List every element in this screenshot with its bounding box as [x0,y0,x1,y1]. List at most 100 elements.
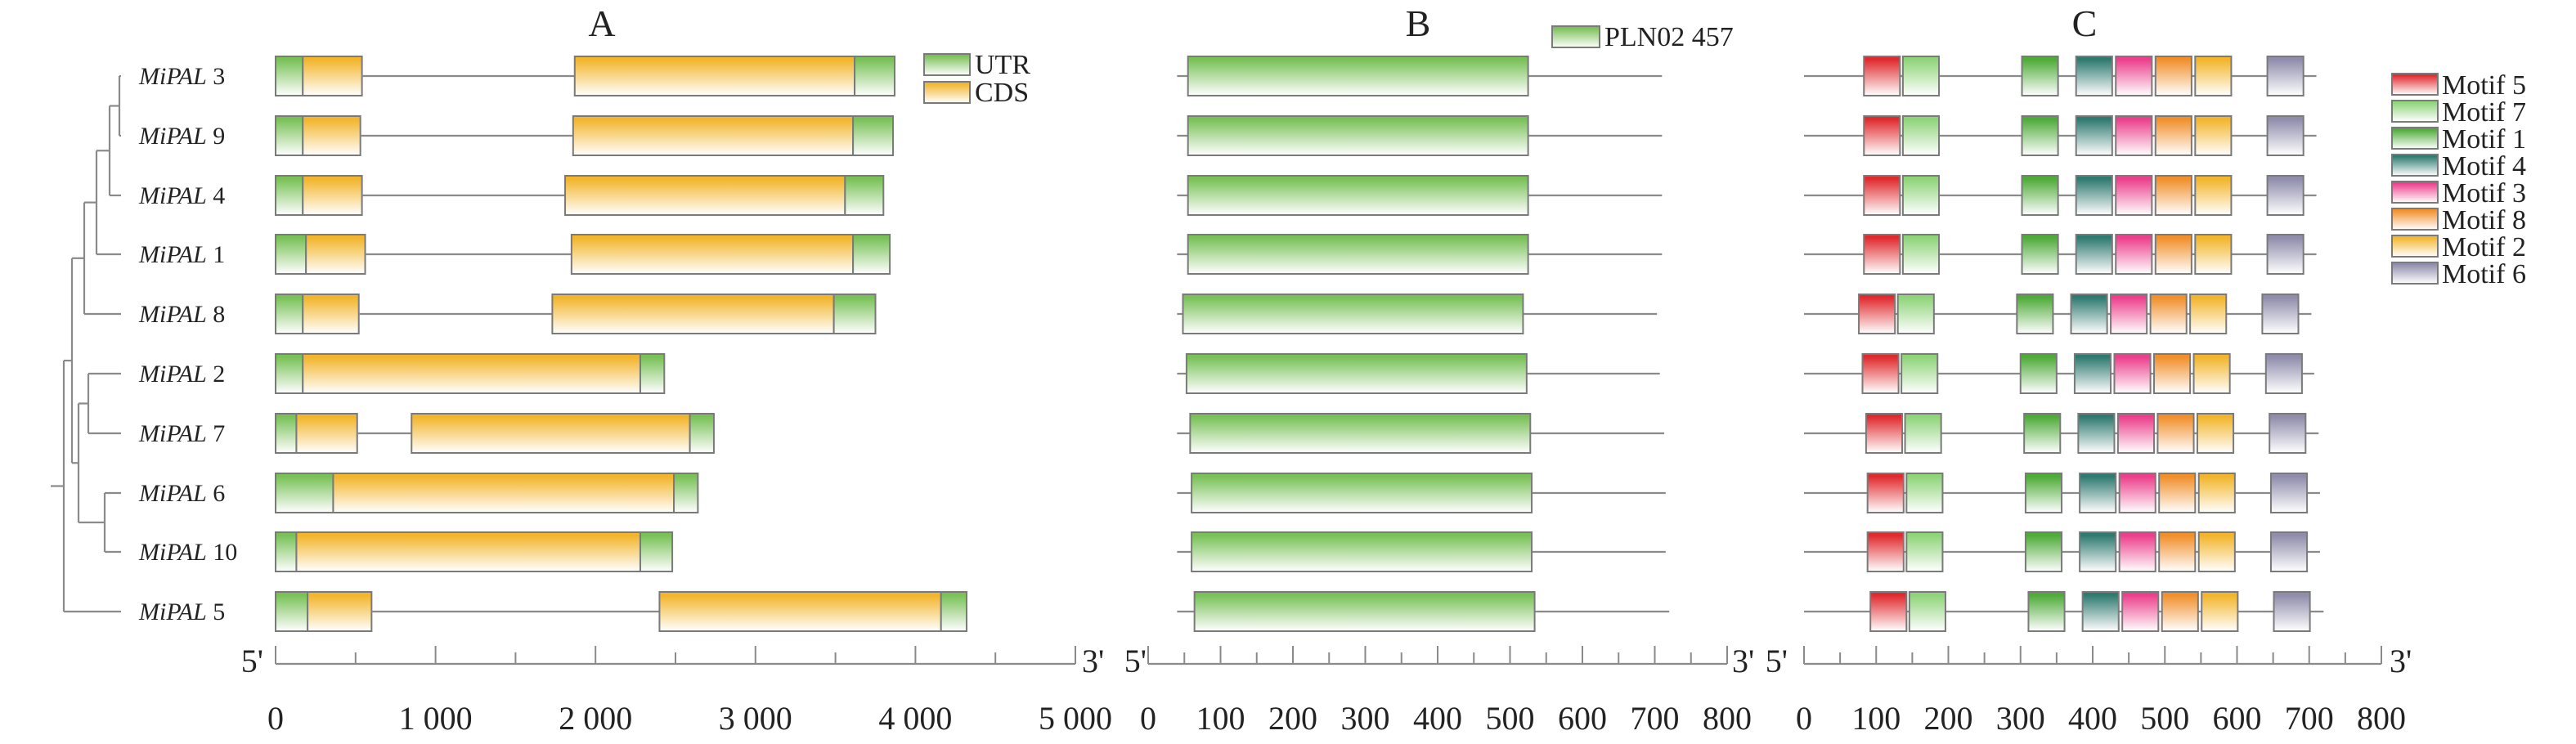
tick-label: 300 [1341,700,1390,737]
gene-label-1: MiPAL 1 [138,241,225,268]
svg-text:Motif 3: Motif 3 [2442,178,2526,208]
motif-3-box [2115,115,2153,156]
tick-label: 600 [1558,700,1607,737]
motif-row-4 [1804,175,2317,216]
motif-5-box [1866,531,1905,572]
motif-2-box [2194,115,2233,156]
legend-motif-3: Motif 3 [2391,178,2526,208]
motif-4-box [2075,56,2113,96]
pln-domain [1187,234,1529,275]
svg-text:Motif 8: Motif 8 [2442,205,2526,235]
motif-8-box [2154,115,2192,156]
tick-label: 600 [2213,700,2262,737]
motif-row-7 [1804,413,2319,454]
motif-5-box [1865,413,1904,454]
motif-row-3 [1804,56,2317,96]
motif-6-box [2261,294,2300,334]
motif-1-box [2021,56,2059,96]
gene-structure-row-9 [275,115,895,156]
motif-8-box [2149,294,2188,334]
gene-structure-row-10 [275,531,674,572]
motif-5-box [1863,56,1901,96]
legend-motif-8: Motif 8 [2391,205,2526,235]
utr-segment [275,175,304,216]
cds-segment [570,234,855,275]
gene-structure-row-2 [275,353,666,394]
gene-label-7: MiPAL 7 [138,420,225,447]
tick-label: 3 000 [719,700,792,737]
motif-2-box [2194,56,2233,96]
utr-segment [854,56,895,96]
motif-row-1 [1804,234,2317,275]
motif-4-box [2073,353,2112,394]
motif-3-box [2110,294,2148,334]
motif-5-box [1863,175,1901,216]
utr-segment [940,591,967,632]
tick-label: 700 [2285,700,2334,737]
svg-text:Motif 6: Motif 6 [2442,259,2526,289]
svg-text:UTR: UTR [975,50,1030,80]
motif-3-box [2113,353,2152,394]
legend-utr: UTR [923,50,1030,80]
gene-label-4: MiPAL 4 [138,182,225,209]
motif-8-box [2161,591,2199,632]
cds-segment [302,115,361,156]
motif-1-box [2024,531,2063,572]
tick-label: 100 [1196,700,1245,737]
domain-row-2 [1177,353,1660,394]
legend-motif-6: Motif 6 [2391,259,2526,289]
motif-3-box [2116,413,2156,454]
svg-text:Motif 2: Motif 2 [2442,232,2526,262]
gene-structure-row-5 [275,591,967,632]
cds-segment [411,413,691,454]
motif-row-9 [1804,115,2317,156]
tick-label: 700 [1631,700,1680,737]
motif-5-box [1866,473,1905,513]
motif-8-box [2153,353,2192,394]
motif-3-box [2118,531,2156,572]
svg-text:Motif 1: Motif 1 [2442,124,2526,155]
motif-5-box [1863,115,1901,156]
motif-7-box [1901,115,1941,156]
panel-a-axis: 0 1 000 2 000 3 000 4 000 5 000 5' 3' [241,643,1112,737]
cds-segment [551,294,835,334]
legend-pln: PLN02 457 [1551,22,1734,52]
legend-motif-7: Motif 7 [2391,97,2526,128]
motif-8-box [2154,175,2192,216]
svg-text:Motif 5: Motif 5 [2442,70,2526,101]
cds-segment [295,413,358,454]
motif-5-box [1861,353,1900,394]
cds-segment [572,115,855,156]
legend-motif-2: Motif 2 [2391,232,2526,262]
motif-4-box [2077,413,2116,454]
utr-segment [275,234,307,275]
motif-1-box [2021,115,2059,156]
gene-structure-row-8 [275,294,877,334]
domain-row-6 [1177,473,1666,513]
domain-row-3 [1177,56,1663,96]
motif-4-box [2075,175,2113,216]
pln-domain [1189,413,1532,454]
motif-2-box [2201,591,2239,632]
pln-domain [1182,294,1524,334]
domain-row-4 [1177,175,1663,216]
gene-structure-row-6 [275,473,699,513]
cds-segment [302,353,641,394]
motif-7-box [1901,353,1939,394]
gene-structure-row-3 [275,56,895,96]
legend-motif-4: Motif 4 [2391,151,2526,182]
motif-2-box [2197,531,2236,572]
svg-text:PLN02 457: PLN02 457 [1604,22,1734,52]
tick-label: 2 000 [559,700,632,737]
motif-3-box [2115,234,2153,275]
cds-segment [305,234,366,275]
tick-label: 800 [2357,700,2406,737]
motif-7-box [1901,175,1941,216]
tick-label: 300 [1996,700,2045,737]
gene-label-6: MiPAL 6 [138,480,225,507]
motif-3-box [2121,591,2160,632]
gene-label-2: MiPAL 2 [138,361,225,388]
gene-label-8: MiPAL 8 [138,301,225,328]
